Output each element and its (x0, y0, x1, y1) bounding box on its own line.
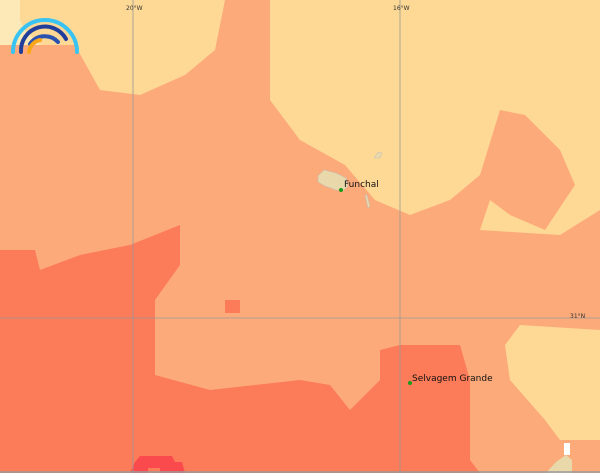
lon-label-16w: 16°W (393, 5, 410, 12)
high-zone (130, 456, 185, 473)
lon-label-20w: 20°W (126, 5, 143, 12)
coast-land (546, 455, 572, 473)
white-patch (564, 443, 570, 455)
palest-zone (0, 0, 40, 45)
rainbow-arcs-logo-icon (11, 18, 79, 54)
place-label-funchal[interactable]: Funchal (344, 180, 379, 190)
porto-santo-island (373, 151, 383, 159)
selvagem-grande-marker[interactable] (408, 381, 412, 385)
lat-label-31n: 31°N (570, 313, 586, 320)
desertas-island (364, 194, 371, 209)
medium-zone (0, 225, 480, 473)
madeira-island (317, 169, 349, 191)
medium-zone-patch (225, 300, 240, 313)
funchal-marker[interactable] (339, 188, 343, 192)
place-label-selvagem-grande[interactable]: Selvagem Grande (412, 374, 493, 384)
